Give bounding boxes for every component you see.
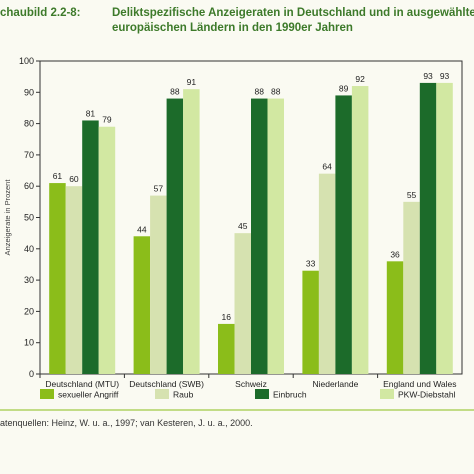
bar-value-label: 60 [69, 174, 79, 184]
bar [150, 195, 167, 374]
bar-value-label: 88 [170, 87, 180, 97]
y-tick-label: 100 [19, 56, 34, 66]
bar-value-label: 88 [271, 87, 281, 97]
chart-title-line-1: Deliktspezifische Anzeigeraten in Deutsc… [112, 7, 474, 19]
x-category-label: Niederlande [312, 379, 358, 389]
bar-value-label: 93 [440, 71, 450, 81]
bar [65, 186, 83, 374]
bar [234, 233, 251, 374]
y-tick-label: 70 [24, 150, 34, 160]
y-tick-label: 50 [24, 213, 34, 223]
y-tick-label: 20 [24, 306, 34, 316]
legend-swatch [40, 389, 54, 399]
y-tick-label: 10 [24, 338, 34, 348]
legend-swatch [380, 389, 394, 399]
bar [419, 82, 437, 374]
y-tick-label: 30 [24, 275, 34, 285]
bar-value-label: 44 [137, 224, 147, 234]
bar-value-label: 88 [255, 87, 265, 97]
bar [318, 173, 336, 374]
bar-value-label: 45 [238, 221, 248, 231]
bar-value-label: 91 [187, 77, 197, 87]
bar-value-label: 81 [86, 108, 96, 118]
legend-swatch [155, 389, 169, 399]
y-tick-label: 90 [24, 87, 34, 97]
x-category-label: England und Wales [383, 379, 456, 389]
bar [218, 323, 235, 374]
bar [267, 98, 284, 374]
bar [82, 120, 99, 374]
bar [49, 183, 66, 374]
y-tick-label: 80 [24, 119, 34, 129]
bar [251, 98, 268, 374]
bar-value-label: 33 [306, 259, 316, 269]
x-category-label: Deutschland (MTU) [45, 379, 119, 389]
legend-label: PKW-Diebstahl [398, 390, 456, 400]
bar [98, 126, 116, 374]
bar [302, 270, 319, 374]
bar-value-label: 64 [322, 162, 332, 172]
bar [166, 98, 184, 374]
bar-value-label: 55 [407, 190, 417, 200]
plot-area: 0 10 20 30 40 50 60 70 80 90 100 Anzeigerate in Pro… [3, 56, 463, 389]
y-tick-label: 40 [24, 244, 34, 254]
bar [351, 86, 369, 374]
y-axis-label: Anzeigerate in Prozent [3, 179, 12, 256]
bar-value-label: 89 [339, 83, 349, 93]
figure-label: chaubild 2.2-8: [0, 7, 81, 19]
legend-label: Raub [173, 390, 194, 400]
source-note: atenquellen: Heinz, W. u. a., 1997; van … [0, 418, 253, 428]
bar-value-label: 16 [222, 312, 232, 322]
bar [403, 201, 420, 374]
bar-value-label: 92 [355, 74, 365, 84]
bar [386, 261, 404, 374]
bar [335, 95, 352, 375]
legend-label: Einbruch [273, 390, 307, 400]
bar-value-label: 61 [53, 171, 63, 181]
legend-swatch [255, 389, 269, 399]
bar [436, 82, 453, 374]
chart-title-line-2: europäischen Ländern in den 1990er Jahre… [112, 22, 353, 34]
legend-label: sexueller Angriff [58, 390, 119, 400]
bar [183, 89, 200, 375]
legend: sexueller Angriff Raub Einbruch PKW-Diebsta… [40, 389, 456, 400]
y-tick-label: 0 [29, 369, 34, 379]
y-tick-label: 60 [24, 181, 34, 191]
bar [133, 236, 151, 374]
bar-value-label: 57 [154, 184, 164, 194]
bar-value-label: 36 [390, 249, 400, 259]
bar-value-label: 93 [423, 71, 433, 81]
bar-value-label: 79 [102, 115, 112, 125]
x-category-label: Schweiz [235, 379, 267, 389]
x-category-label: Deutschland (SWB) [129, 379, 204, 389]
